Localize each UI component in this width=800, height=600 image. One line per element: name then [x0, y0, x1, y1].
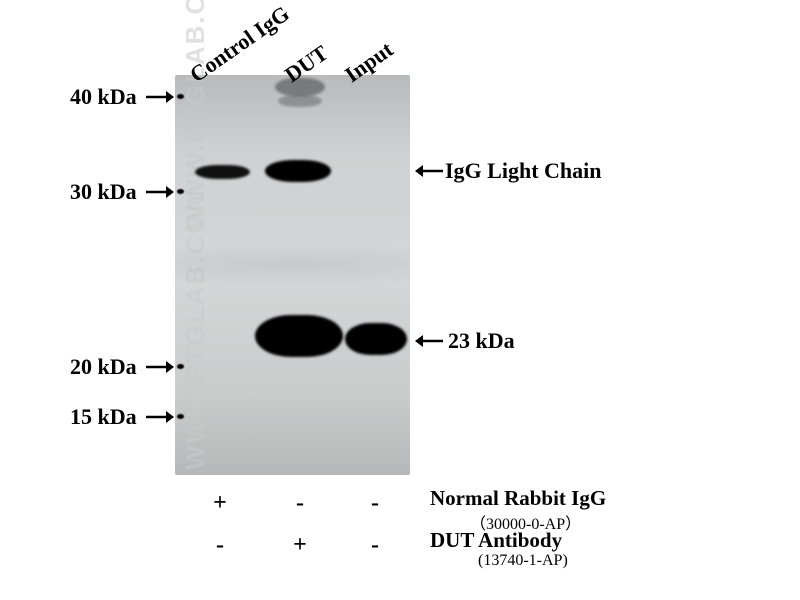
band-23kda-dut [255, 315, 343, 357]
cond-r0-c0: + [205, 490, 235, 517]
band-23kda-input [345, 323, 407, 355]
cond-r1-c0: - [205, 532, 235, 559]
cond-sub-1: (13740-1-AP) [478, 552, 568, 570]
band-igglc-control [195, 165, 250, 179]
marker-dot [177, 94, 184, 99]
arrow-right-icon [146, 183, 174, 201]
cond-r1-c2: - [360, 532, 390, 559]
marker-dot [177, 364, 184, 369]
band-upper-smear-2 [278, 95, 322, 107]
mw-label-20: 20 kDa [70, 354, 137, 380]
cond-label-1: DUT Antibody [430, 528, 562, 553]
arrow-left-icon [415, 332, 443, 350]
marker-dot [177, 189, 184, 194]
figure-container: WWW.PTGLAB.COM WWW.PTGLAB.COM Control Ig… [0, 0, 800, 600]
annotation-igglc: IgG Light Chain [445, 158, 602, 184]
annotation-23kda: 23 kDa [448, 328, 515, 354]
cond-r1-c1: + [285, 532, 315, 559]
cond-label-0: Normal Rabbit IgG [430, 486, 606, 511]
arrow-right-icon [146, 358, 174, 376]
cond-r0-c2: - [360, 490, 390, 517]
arrow-right-icon [146, 88, 174, 106]
marker-dot [177, 414, 184, 419]
mw-label-30: 30 kDa [70, 179, 137, 205]
arrow-left-icon [415, 162, 443, 180]
mw-label-15: 15 kDa [70, 404, 137, 430]
cond-r0-c1: - [285, 490, 315, 517]
arrow-right-icon [146, 408, 174, 426]
mw-label-40: 40 kDa [70, 84, 137, 110]
blot-membrane [175, 75, 410, 475]
band-igglc-dut [265, 160, 331, 182]
band-upper-smear [275, 78, 325, 96]
